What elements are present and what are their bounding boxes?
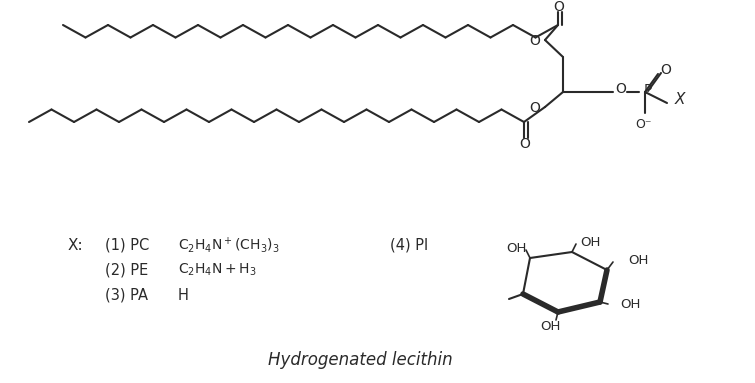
Text: P: P (644, 83, 652, 97)
Text: (3) PA: (3) PA (105, 288, 148, 303)
Text: OH: OH (540, 321, 560, 334)
Text: O: O (529, 34, 541, 48)
Text: OH: OH (506, 242, 526, 254)
Text: Hydrogenated lecithin: Hydrogenated lecithin (268, 351, 452, 369)
Text: OH: OH (628, 254, 649, 267)
Text: O⁻: O⁻ (635, 118, 652, 131)
Text: (2) PE: (2) PE (105, 262, 148, 278)
Text: (4) PI: (4) PI (390, 237, 428, 252)
Text: O: O (519, 137, 531, 151)
Text: OH: OH (620, 298, 640, 311)
Text: $\mathregular{C_2H_4N^+(CH_3)_3}$: $\mathregular{C_2H_4N^+(CH_3)_3}$ (178, 235, 279, 255)
Text: O: O (529, 101, 541, 115)
Text: H: H (178, 288, 189, 303)
Text: O: O (661, 63, 671, 77)
Text: X:: X: (68, 237, 84, 252)
Text: (1) PC: (1) PC (105, 237, 149, 252)
Text: X: X (675, 93, 686, 108)
Text: O: O (615, 82, 627, 96)
Text: $\mathregular{C_2H_4N+H_3}$: $\mathregular{C_2H_4N+H_3}$ (178, 262, 257, 278)
Text: OH: OH (580, 236, 600, 249)
Text: O: O (553, 0, 565, 14)
